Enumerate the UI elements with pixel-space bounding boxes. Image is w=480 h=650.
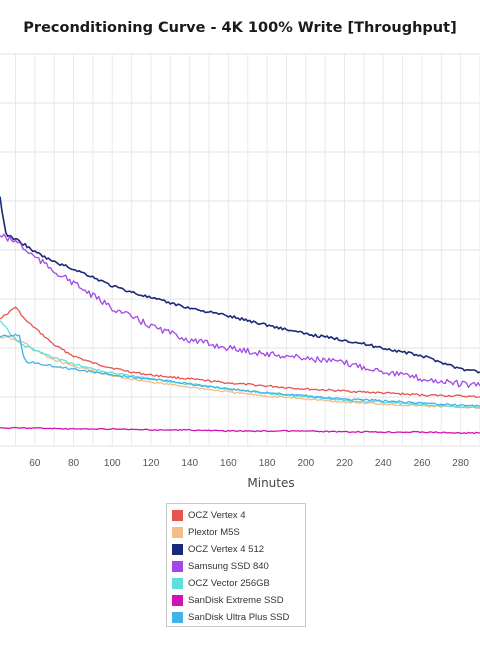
- x-tick-label: 120: [143, 458, 160, 469]
- x-tick-label: 220: [336, 458, 353, 469]
- legend-swatch: [172, 561, 183, 572]
- legend-item[interactable]: OCZ Vector 256GB: [172, 575, 305, 592]
- x-tick-label: 80: [68, 458, 80, 469]
- legend-item[interactable]: Samsung SSD 840: [172, 558, 305, 575]
- x-tick-label: 240: [375, 458, 392, 469]
- legend-swatch: [172, 595, 183, 606]
- series-line-plextor-m5s: [0, 335, 480, 409]
- legend: OCZ Vertex 4 Plextor M5S OCZ Vertex 4 512 S…: [166, 503, 306, 627]
- legend-swatch: [172, 527, 183, 538]
- legend-swatch: [172, 578, 183, 589]
- x-tick-labels: 60 80 100 120 140 160 180 200 220 240 260 280: [29, 458, 469, 469]
- chart-title: Preconditioning Curve - 4K 100% Write [T…: [23, 20, 457, 36]
- series-line-sandisk-extreme-ssd: [0, 426, 480, 435]
- x-tick-label: 260: [414, 458, 431, 469]
- legend-swatch: [172, 612, 183, 623]
- series-line-samsung-ssd-840: [0, 233, 480, 389]
- x-tick-label: 160: [220, 458, 237, 469]
- series-lines: [0, 196, 480, 435]
- x-tick-label: 280: [452, 458, 469, 469]
- legend-item[interactable]: SanDisk Ultra Plus SSD: [172, 609, 305, 626]
- chart-plot: 60 80 100 120 140 160 180 200 220 240 260 280 Minut…: [0, 53, 480, 490]
- legend-label: OCZ Vertex 4: [188, 510, 246, 521]
- grid: [0, 53, 480, 447]
- legend-swatch: [172, 510, 183, 521]
- legend-label: OCZ Vector 256GB: [188, 578, 270, 589]
- legend-item[interactable]: OCZ Vertex 4 512: [172, 541, 305, 558]
- legend-label: SanDisk Extreme SSD: [188, 595, 284, 606]
- x-axis-label: Minutes: [247, 476, 294, 490]
- legend-item[interactable]: Plextor M5S: [172, 524, 305, 541]
- legend-label: OCZ Vertex 4 512: [188, 544, 265, 555]
- x-tick-label: 180: [259, 458, 276, 469]
- x-tick-label: 200: [297, 458, 314, 469]
- legend-item[interactable]: SanDisk Extreme SSD: [172, 592, 305, 609]
- series-line-ocz-vertex-4-512: [0, 196, 480, 374]
- series-line-ocz-vertex-4: [0, 306, 480, 399]
- series-line-ocz-vector-256gb: [0, 320, 480, 410]
- legend-label: Samsung SSD 840: [188, 561, 269, 572]
- x-tick-label: 140: [181, 458, 198, 469]
- legend-item[interactable]: OCZ Vertex 4: [172, 507, 305, 524]
- legend-label: SanDisk Ultra Plus SSD: [188, 612, 290, 623]
- legend-label: Plextor M5S: [188, 527, 240, 538]
- x-tick-label: 100: [104, 458, 121, 469]
- legend-swatch: [172, 544, 183, 555]
- x-tick-label: 60: [29, 458, 41, 469]
- series-line-sandisk-ultra-plus-ssd: [0, 333, 480, 408]
